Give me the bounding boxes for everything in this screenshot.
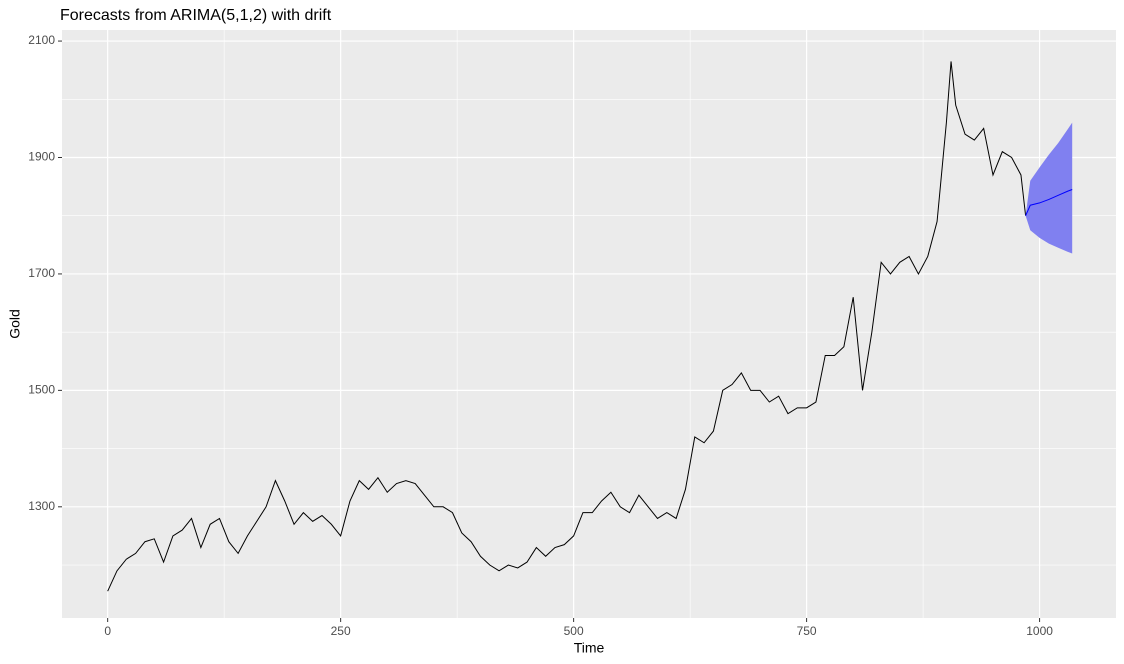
- x-tick-label: 0: [104, 624, 111, 638]
- x-tick-label: 1000: [1026, 624, 1053, 638]
- forecast-band: [1025, 122, 1073, 254]
- series-line: [107, 61, 1027, 592]
- x-tick-label: 250: [331, 624, 351, 638]
- y-tick-label: 2100: [28, 33, 55, 47]
- panel: [62, 30, 1116, 618]
- y-tick-label: 1500: [28, 383, 55, 397]
- forecast-mean: [1025, 189, 1073, 216]
- x-tick-label: 500: [564, 624, 584, 638]
- x-tick-label: 750: [797, 624, 817, 638]
- y-tick-label: 1300: [28, 499, 55, 513]
- y-tick-label: 1700: [28, 266, 55, 280]
- x-axis-label: Time: [574, 640, 605, 656]
- chart-title: Forecasts from ARIMA(5,1,2) with drift: [60, 7, 332, 24]
- y-axis-label: Gold: [7, 309, 23, 339]
- y-tick-label: 1900: [28, 150, 55, 164]
